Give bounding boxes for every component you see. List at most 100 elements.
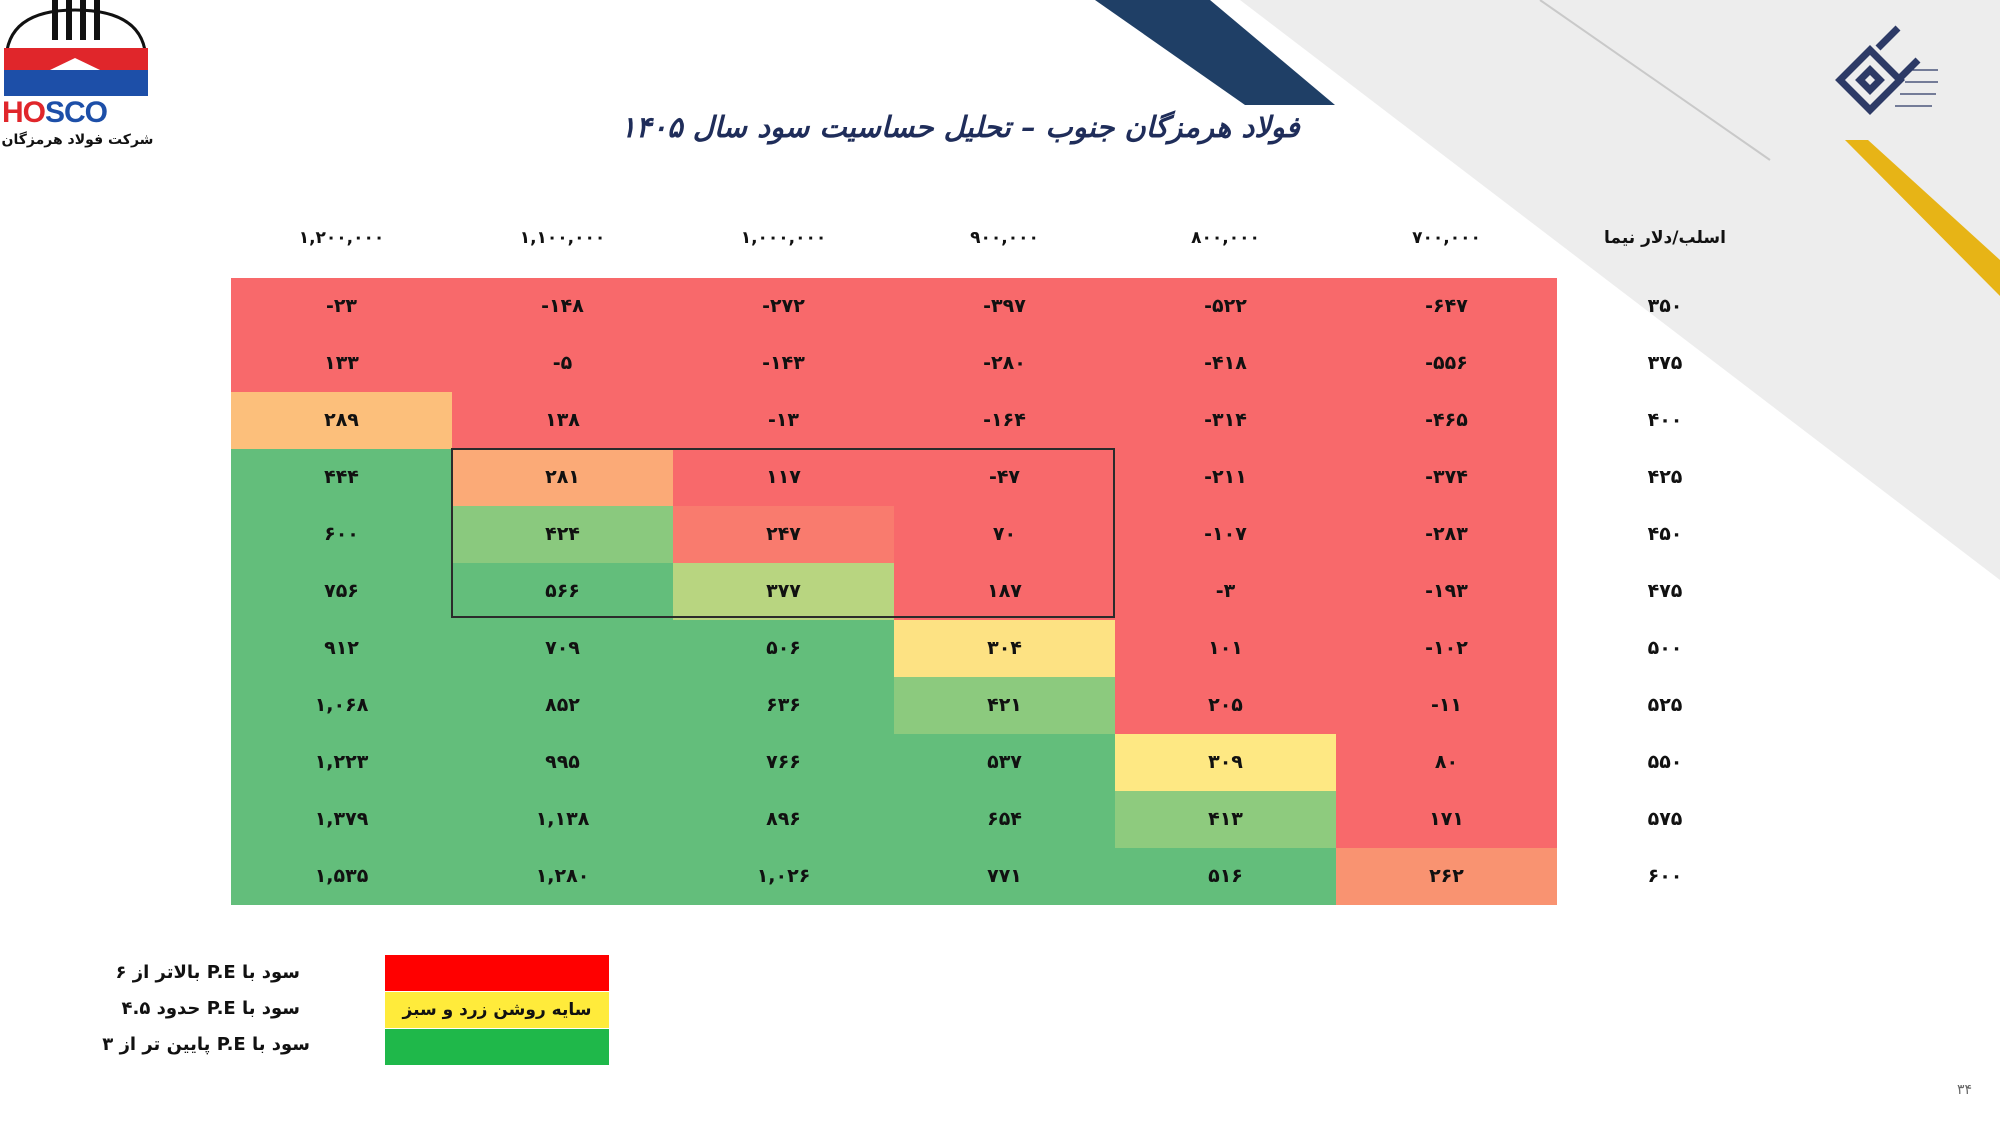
table-cell: -۱۰۲ xyxy=(1336,620,1557,677)
row-header: ۴۷۵ xyxy=(1647,580,1683,602)
table-cell: ۱۰۱ xyxy=(1115,620,1336,677)
table-cell: ۵۶۶ xyxy=(452,563,673,620)
table-cell: ۵۰۶ xyxy=(673,620,894,677)
table-cell: ۴۲۱ xyxy=(894,677,1115,734)
table-cell: ۴۴۴ xyxy=(231,449,452,506)
table-cell: -۴۷ xyxy=(894,449,1115,506)
legend-label-low-pe: سود با P.E پایین تر از ۳ xyxy=(102,1034,310,1055)
row-header: ۵۲۵ xyxy=(1647,694,1683,716)
table-cell: ۳۷۷ xyxy=(673,563,894,620)
table-cell: ۸۵۲ xyxy=(452,677,673,734)
table-cell: -۲۸۳ xyxy=(1336,506,1557,563)
table-cell: ۵۱۶ xyxy=(1115,848,1336,905)
legend-label-high-pe: سود با P.E بالاتر از ۶ xyxy=(115,962,300,983)
table-cell: ۲۰۵ xyxy=(1115,677,1336,734)
table-cell: ۴۱۳ xyxy=(1115,791,1336,848)
row-header: ۵۷۵ xyxy=(1647,808,1683,830)
table-cell: ۱,۱۳۸ xyxy=(452,791,673,848)
table-cell: ۲۸۱ xyxy=(452,449,673,506)
table-cell: ۱,۳۷۹ xyxy=(231,791,452,848)
table-cell: ۲۸۹ xyxy=(231,392,452,449)
row-header: ۳۵۰ xyxy=(1647,295,1683,317)
table-cell: -۵۵۶ xyxy=(1336,335,1557,392)
row-header: ۴۰۰ xyxy=(1647,409,1683,431)
column-header: ۸۰۰,۰۰۰ xyxy=(1191,228,1260,248)
legend-red-bar xyxy=(385,955,609,991)
audit-firm-logo xyxy=(1820,20,1950,150)
table-cell: ۱,۰۲۶ xyxy=(673,848,894,905)
table-cell: ۱۳۳ xyxy=(231,335,452,392)
table-cell: ۷۷۱ xyxy=(894,848,1115,905)
row-header: ۳۷۵ xyxy=(1647,352,1683,374)
column-header: ۱,۲۰۰,۰۰۰ xyxy=(298,228,385,248)
column-header: ۷۰۰,۰۰۰ xyxy=(1412,228,1481,248)
row-header: ۶۰۰ xyxy=(1647,865,1683,887)
legend-yellow-bar-label: سایه روشن زرد و سبز xyxy=(402,1000,592,1020)
geometric-emblem-icon xyxy=(1835,25,1938,115)
row-header: ۵۵۰ xyxy=(1647,751,1683,773)
page-number: ۳۴ xyxy=(1956,1082,1972,1098)
row-header: ۴۲۵ xyxy=(1647,466,1683,488)
table-cell: ۹۱۲ xyxy=(231,620,452,677)
table-cell: -۱۴۸ xyxy=(452,278,673,335)
table-cell: ۷۰ xyxy=(894,506,1115,563)
table-cell: ۱۳۸ xyxy=(452,392,673,449)
table-cell: -۱۹۳ xyxy=(1336,563,1557,620)
table-cell: -۶۴۷ xyxy=(1336,278,1557,335)
legend-green-bar xyxy=(385,1029,609,1065)
row-header: ۴۵۰ xyxy=(1647,523,1683,545)
table-cell: ۲۴۷ xyxy=(673,506,894,563)
table-cell: -۱۴۳ xyxy=(673,335,894,392)
table-cell: ۶۵۴ xyxy=(894,791,1115,848)
table-cell: -۱۰۷ xyxy=(1115,506,1336,563)
table-cell: -۳۱۴ xyxy=(1115,392,1336,449)
page-title: فولاد هرمزگان جنوب – تحلیل حساسیت سود سا… xyxy=(620,110,1300,144)
hosco-emblem-icon xyxy=(4,0,148,96)
table-cell: -۴۶۵ xyxy=(1336,392,1557,449)
column-header: ۱,۰۰۰,۰۰۰ xyxy=(740,228,827,248)
table-cell: -۳۹۷ xyxy=(894,278,1115,335)
table-cell: ۱۸۷ xyxy=(894,563,1115,620)
column-header: ۹۰۰,۰۰۰ xyxy=(970,228,1039,248)
table-cell: -۱۳ xyxy=(673,392,894,449)
table-cell: ۱,۰۶۸ xyxy=(231,677,452,734)
table-cell: ۸۰ xyxy=(1336,734,1557,791)
table-cell: ۶۳۶ xyxy=(673,677,894,734)
logo-text-ho: HO xyxy=(2,96,46,129)
table-cell: -۲۷۲ xyxy=(673,278,894,335)
table-cell: ۱,۵۳۵ xyxy=(231,848,452,905)
legend-label-mid-pe: سود با P.E حدود ۴.۵ xyxy=(121,998,300,1019)
table-cell: ۳۰۴ xyxy=(894,620,1115,677)
logo-caption: شرکت فولاد هرمزگان xyxy=(1,132,154,148)
table-cell: ۹۹۵ xyxy=(452,734,673,791)
base-case-highlight-box xyxy=(451,448,1115,618)
table-cell: ۴۲۴ xyxy=(452,506,673,563)
company-logo: HOSCO شرکت فولاد هرمزگان xyxy=(0,0,160,155)
legend-yellow-bar xyxy=(385,992,609,1028)
column-header: ۱,۱۰۰,۰۰۰ xyxy=(519,228,606,248)
table-cell: -۲۱۱ xyxy=(1115,449,1336,506)
table-cell: -۳۷۴ xyxy=(1336,449,1557,506)
table-cell: ۱,۲۸۰ xyxy=(452,848,673,905)
logo-text-sco: SCO xyxy=(45,96,108,129)
table-cell: ۷۰۹ xyxy=(452,620,673,677)
row-header: ۵۰۰ xyxy=(1647,637,1683,659)
table-cell: ۱,۲۲۳ xyxy=(231,734,452,791)
table-cell: ۷۵۶ xyxy=(231,563,452,620)
table-cell: ۱۱۷ xyxy=(673,449,894,506)
table-cell: -۴۱۸ xyxy=(1115,335,1336,392)
table-cell: -۵ xyxy=(452,335,673,392)
corner-header: اسلب/دلار نیما xyxy=(1604,228,1726,248)
table-cell: ۸۹۶ xyxy=(673,791,894,848)
table-cell: ۵۳۷ xyxy=(894,734,1115,791)
table-cell: -۵۲۲ xyxy=(1115,278,1336,335)
table-cell: -۳ xyxy=(1115,563,1336,620)
table-cell: ۶۰۰ xyxy=(231,506,452,563)
table-cell: ۷۶۶ xyxy=(673,734,894,791)
table-cell: ۱۷۱ xyxy=(1336,791,1557,848)
table-cell: -۱۱ xyxy=(1336,677,1557,734)
table-cell: ۳۰۹ xyxy=(1115,734,1336,791)
table-cell: -۱۶۴ xyxy=(894,392,1115,449)
table-cell: ۲۶۲ xyxy=(1336,848,1557,905)
table-cell: -۲۸۰ xyxy=(894,335,1115,392)
